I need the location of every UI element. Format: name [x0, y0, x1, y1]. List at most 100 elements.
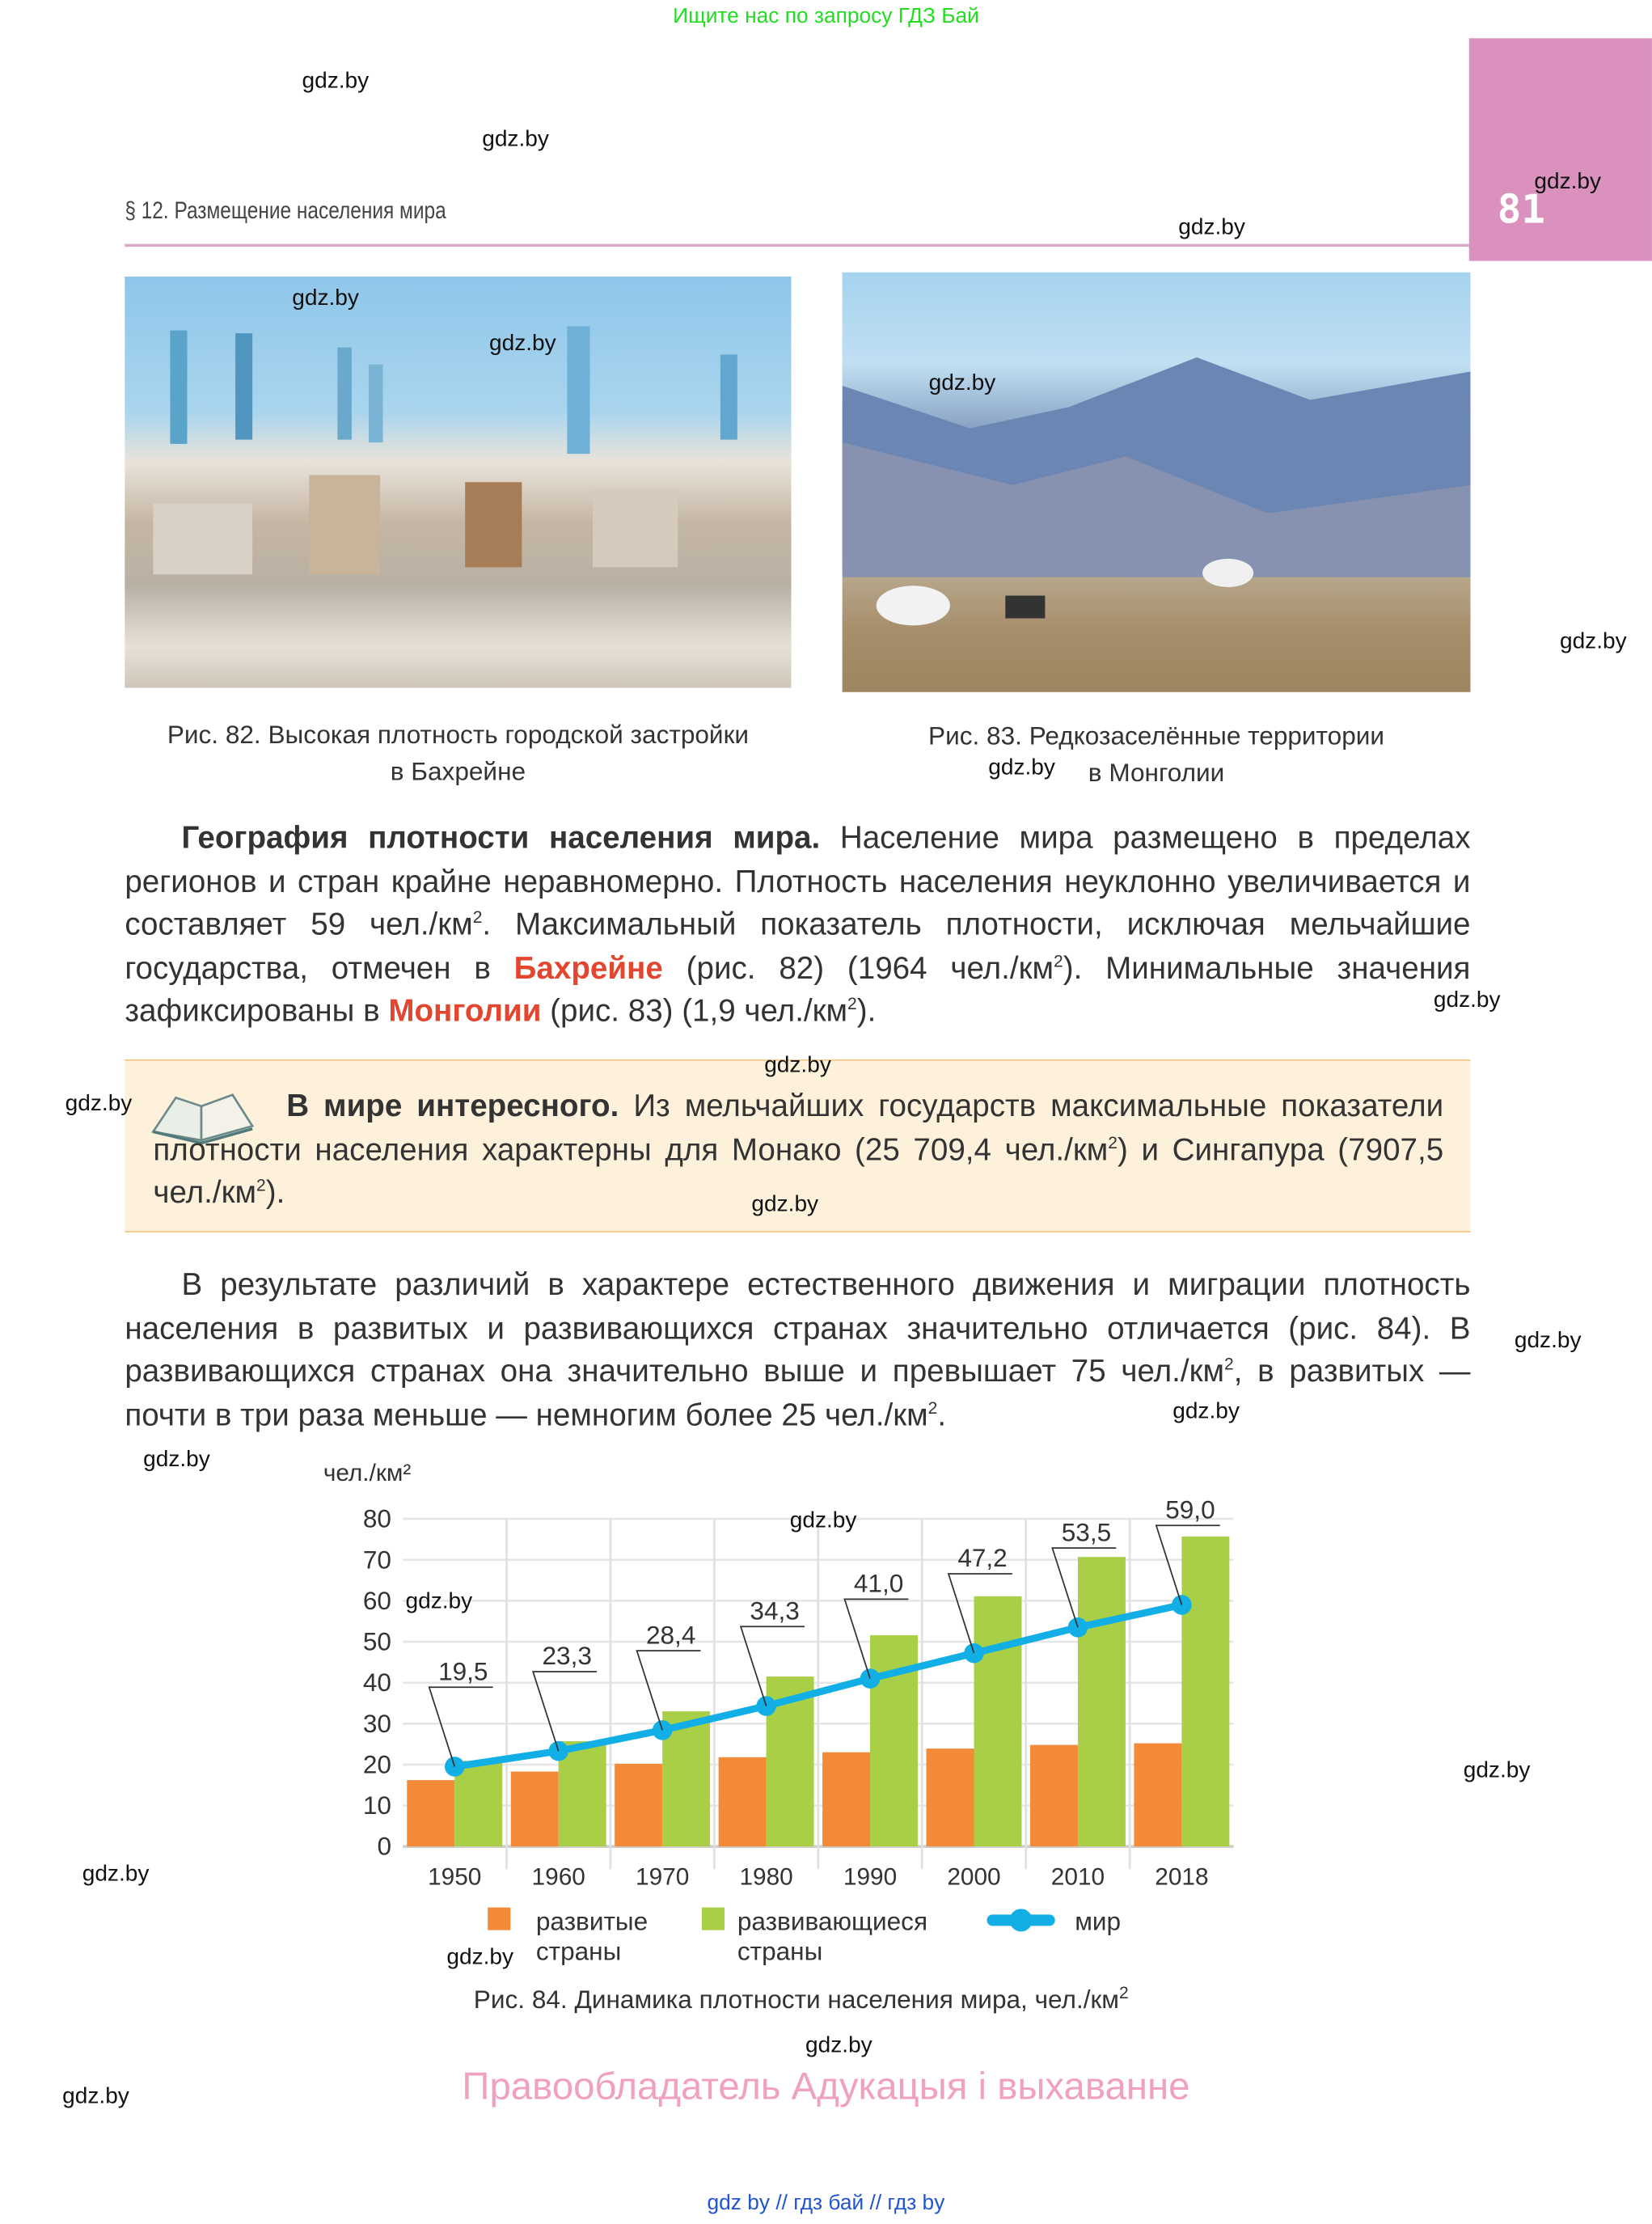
- population-density-chart: чел./км² 19,5 23,3 28,4 34,3 41,0 47,2 53,5 59,…: [323, 1460, 1234, 1965]
- text: ).: [265, 1173, 285, 1210]
- page-number: 81: [1497, 185, 1545, 233]
- label-leader: [428, 1686, 493, 1767]
- watermark: gdz.by: [62, 2084, 129, 2109]
- photo-bahrain-city: [125, 276, 792, 688]
- watermark: gdz.by: [488, 332, 556, 357]
- fig82-caption-line2: в Бахрейне: [390, 757, 526, 786]
- text: .: [937, 1396, 947, 1432]
- watermark: gdz.by: [292, 286, 359, 311]
- text: ).: [856, 992, 877, 1029]
- bar-developed: [926, 1748, 974, 1847]
- watermark: gdz.by: [805, 2033, 872, 2058]
- y-axis-label: чел./км²: [323, 1460, 412, 1486]
- watermark: gdz.by: [65, 1092, 133, 1117]
- y-tick-label: 20: [363, 1749, 391, 1778]
- legend-label: развитые: [536, 1907, 648, 1936]
- x-tick-label: 1950: [428, 1864, 481, 1891]
- fig84-caption: Рис. 84. Динамика плотности населения ми…: [0, 1982, 1603, 2015]
- y-tick-label: 30: [363, 1709, 391, 1738]
- watermark: gdz.by: [764, 1053, 831, 1078]
- legend-label: развивающиеся: [737, 1907, 927, 1936]
- legend-label: страны: [536, 1936, 621, 1965]
- fig83-caption: Рис. 83. Редкозаселённые территории в Мо…: [843, 717, 1471, 791]
- text: В результате различий в характере естест…: [125, 1266, 1471, 1389]
- header-divider: [125, 243, 1469, 247]
- legend-label: мир: [1075, 1907, 1121, 1936]
- fig82-caption-line1: Рис. 82. Высокая плотность городской зас…: [167, 720, 750, 749]
- interesting-facts-text: В мире интересного. Из мельчайших госуда…: [153, 1085, 1443, 1215]
- photo-mongolia-steppe: [842, 272, 1471, 692]
- mountain-steppe-illustration: [842, 357, 1471, 626]
- world-line: [454, 1601, 1183, 1770]
- fig82-caption: Рис. 82. Высокая плотность городской зас…: [125, 717, 791, 790]
- bar-developed: [615, 1763, 663, 1847]
- y-tick-label: 40: [363, 1668, 391, 1697]
- label-leader: [1051, 1547, 1117, 1628]
- label-leader: [1155, 1524, 1220, 1605]
- watermark: gdz.by: [302, 69, 370, 94]
- watermark: gdz.by: [1514, 1329, 1582, 1353]
- superscript: 2: [1224, 1354, 1234, 1374]
- y-tick-label: 80: [363, 1504, 391, 1533]
- data-label: 19,5: [438, 1656, 488, 1685]
- x-tick-label: 2010: [1051, 1864, 1105, 1891]
- x-tick-label: 2000: [947, 1864, 1000, 1891]
- bar-developed: [407, 1780, 455, 1847]
- text: Из мельчайших государств максимальные по…: [153, 1088, 1444, 1167]
- bar-developed: [1029, 1744, 1078, 1847]
- superscript: 2: [847, 993, 857, 1014]
- highlight-bahrain: Бахрейне: [513, 949, 663, 985]
- text: ). Минимальные значения зафиксированы в: [125, 949, 1471, 1029]
- legend-swatch-developed: [488, 1907, 511, 1930]
- footer-links[interactable]: gdz by // гдз бай // гдз by: [707, 2191, 945, 2216]
- highlight-mongolia: Монголии: [388, 992, 542, 1029]
- bar-developed: [510, 1771, 559, 1847]
- superscript: 2: [256, 1175, 266, 1195]
- city-skyline-illustration: [153, 326, 737, 575]
- label-leader: [843, 1598, 909, 1679]
- section-title: § 12. Размещение населения мира: [125, 197, 446, 225]
- search-banner: Ищите нас по запросу ГДЗ Бай: [673, 4, 979, 29]
- paragraph-heading: География плотности населения мира.: [181, 819, 821, 856]
- text: (рис. 83) (1,9 чел./км: [541, 992, 848, 1029]
- superscript: 2: [927, 1397, 938, 1418]
- y-tick-label: 70: [363, 1545, 391, 1574]
- data-label: 28,4: [646, 1620, 695, 1649]
- label-leader: [947, 1573, 1012, 1654]
- text: ) и Сингапура (7907,5 чел./км: [153, 1131, 1444, 1210]
- watermark: gdz.by: [751, 1192, 819, 1217]
- box-heading: В мире интересного.: [286, 1088, 619, 1123]
- watermark: gdz.by: [1534, 170, 1602, 195]
- label-leader: [531, 1671, 598, 1752]
- watermark: gdz.by: [988, 755, 1055, 780]
- watermark: gdz.by: [143, 1448, 210, 1473]
- x-tick-label: 2018: [1155, 1864, 1208, 1891]
- caption-text: Рис. 84. Динамика плотности населения ми…: [473, 1985, 1120, 2015]
- watermark: gdz.by: [82, 1862, 150, 1887]
- text: (рис. 82) (1964 чел./км: [662, 949, 1054, 985]
- x-tick-label: 1990: [843, 1864, 897, 1891]
- watermark: gdz.by: [789, 1508, 857, 1533]
- y-tick-label: 60: [363, 1586, 391, 1615]
- bar-developed: [1134, 1743, 1182, 1847]
- data-label: 23,3: [543, 1641, 592, 1670]
- data-label: 53,5: [1062, 1517, 1111, 1546]
- bar-developing: [974, 1596, 1022, 1847]
- y-tick-label: 0: [377, 1832, 391, 1861]
- bar-developing: [1181, 1536, 1230, 1847]
- watermark: gdz.by: [928, 371, 996, 396]
- open-book-icon: [151, 1093, 255, 1145]
- superscript: 2: [1054, 950, 1063, 970]
- bar-developing: [454, 1761, 503, 1847]
- superscript: 2: [472, 907, 483, 928]
- text: Население мира размещено в пределах реги…: [125, 819, 1471, 942]
- bar-developing: [558, 1741, 606, 1847]
- paragraph-density-geography: География плотности населения мира. Насе…: [125, 817, 1470, 1033]
- bar-developed: [822, 1752, 871, 1847]
- watermark: gdz.by: [1463, 1758, 1531, 1783]
- superscript: 2: [1119, 1982, 1129, 2003]
- x-tick-label: 1960: [532, 1864, 585, 1891]
- text: , в развитых — почти в три раза меньше —…: [125, 1352, 1471, 1432]
- interesting-facts-box: [125, 1059, 1471, 1233]
- data-label: 59,0: [1165, 1495, 1215, 1524]
